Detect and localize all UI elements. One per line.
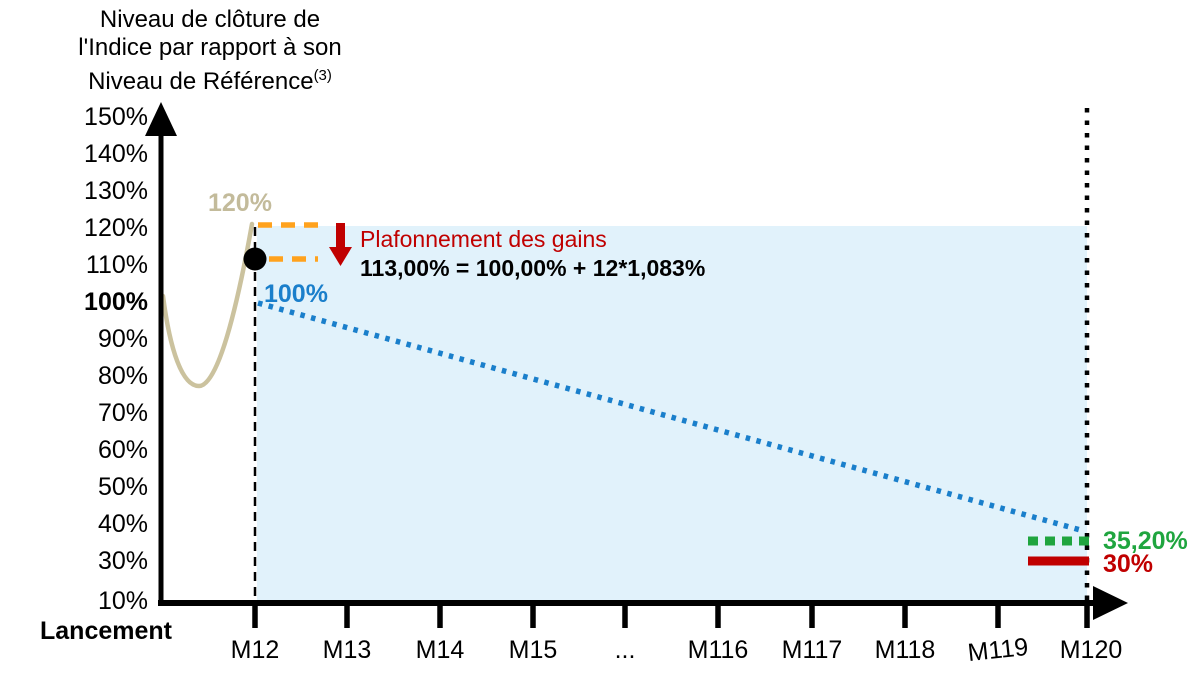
capped-level-dot	[243, 247, 267, 271]
x-label-m116: M116	[687, 636, 749, 664]
y-tick-10: 10%	[97, 587, 148, 615]
initial-level-label: 120%	[208, 189, 272, 217]
x-label-m15: M15	[508, 636, 558, 664]
footnote-marker: (3)	[313, 67, 332, 84]
x-label-m14: M14	[415, 636, 465, 664]
y-tick-130: 130%	[84, 177, 148, 205]
x-label-m120: M120	[1059, 636, 1123, 664]
final-barrier-label: 35,20%	[1103, 527, 1188, 555]
chart-title-line2: l'Indice par rapport à son	[78, 34, 342, 61]
shaded-region	[257, 226, 1087, 603]
y-tick-140: 140%	[84, 140, 148, 168]
y-tick-110: 110%	[85, 251, 148, 279]
cap-down-arrow-icon	[329, 223, 352, 266]
cap-formula-label: 113,00% = 100,00% + 12*1,083%	[360, 255, 706, 281]
x-label-m12: M12	[230, 636, 280, 664]
x-axis-ticks	[252, 603, 1090, 628]
y-tick-50: 50%	[97, 473, 148, 501]
index-curve	[160, 221, 255, 389]
y-tick-80: 80%	[97, 362, 148, 390]
y-tick-40: 40%	[97, 510, 148, 538]
reference-level-label: 100%	[264, 280, 328, 308]
y-tick-30: 30%	[97, 547, 148, 575]
y-tick-120: 120%	[84, 214, 148, 242]
x-label-ellipsis: ...	[614, 636, 636, 664]
x-label-m13: M13	[322, 636, 372, 664]
x-origin-label: Lancement	[40, 617, 172, 645]
y-tick-90: 90%	[97, 325, 148, 353]
x-label-m118: M118	[874, 636, 936, 664]
y-tick-150: 150%	[84, 103, 148, 131]
chart-title-line3: Niveau de Référence(3)	[88, 67, 332, 95]
y-tick-60: 60%	[97, 436, 148, 464]
x-label-m117: M117	[781, 636, 843, 664]
y-axis-arrow-icon	[145, 102, 177, 136]
cap-title-label: Plafonnement des gains	[360, 226, 607, 252]
protection-level-label: 30%	[1103, 550, 1154, 578]
y-tick-70: 70%	[97, 399, 148, 427]
chart-title-line1: Niveau de clôture de	[99, 6, 321, 33]
chart-title: Niveau de clôture de l'Indice par rappor…	[65, 6, 355, 96]
y-tick-100: 100%	[84, 288, 148, 316]
x-axis-arrow-icon	[1093, 586, 1128, 620]
